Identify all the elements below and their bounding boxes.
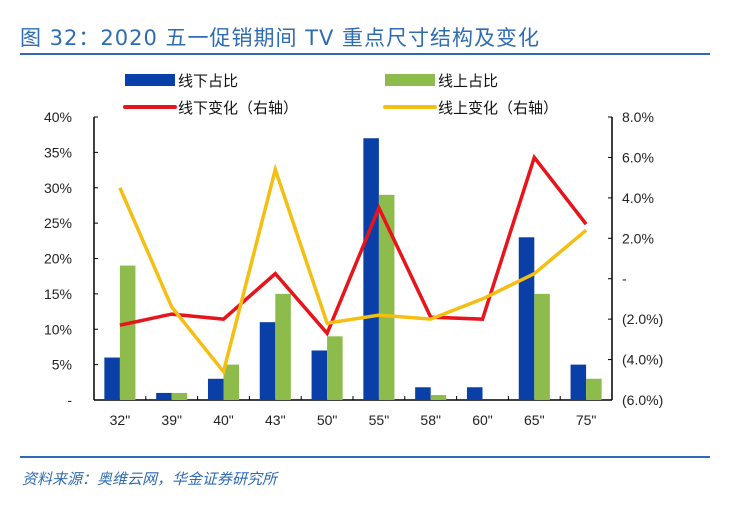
left-tick-label: - (67, 392, 72, 408)
left-tick-label: 35% (44, 144, 72, 160)
bar-online-share (534, 293, 550, 400)
right-tick-label: (6.0%) (622, 392, 663, 408)
bar-offline-share (311, 350, 328, 400)
line-online-change (118, 163, 588, 376)
left-tick-label: 40% (44, 109, 72, 125)
title-divider (20, 53, 710, 55)
x-tick-label: 58" (420, 412, 441, 428)
bar-online-share (378, 194, 395, 400)
left-tick-label: 20% (44, 251, 72, 267)
bar-offline-share (156, 392, 172, 400)
bar-online-share (119, 265, 136, 400)
right-tick-label: - (622, 271, 627, 287)
right-tick-label: (2.0%) (622, 311, 663, 327)
bar-offline-share (104, 357, 120, 400)
x-tick-label: 39" (161, 412, 182, 428)
bar-offline-share (259, 322, 276, 400)
bar-online-share (586, 378, 602, 400)
line-offline-change (119, 153, 588, 337)
bar-offline-share (570, 364, 587, 400)
right-tick-label: 8.0% (622, 109, 654, 125)
right-tick-label: (4.0%) (622, 352, 663, 368)
source-note: 资料来源：奥维云网，华金证券研究所 (22, 470, 278, 488)
left-tick-label: 30% (44, 180, 72, 196)
legend-swatch (125, 74, 175, 86)
bar-online-share (275, 293, 291, 400)
x-tick-label: 55" (369, 412, 390, 428)
legend-label: 线下占比 (178, 72, 238, 90)
bar-online-share (327, 336, 343, 400)
bar-offline-share (415, 387, 431, 400)
bar-online-share (223, 364, 240, 400)
bar-offline-share (363, 138, 379, 400)
bar-offline-share (466, 387, 483, 400)
bar-online-share (430, 395, 447, 400)
left-tick-label: 5% (52, 357, 72, 373)
x-tick-label: 43" (265, 412, 286, 428)
bar-online-share (171, 392, 188, 400)
right-tick-label: 2.0% (622, 230, 654, 246)
right-tick-label: 4.0% (622, 190, 654, 206)
bar-offline-share (518, 237, 535, 400)
legend-label: 线上变化（右轴） (438, 99, 558, 117)
left-tick-label: 10% (44, 321, 72, 337)
figure-title: 图 32：2020 五一促销期间 TV 重点尺寸结构及变化 (20, 26, 541, 50)
footer-divider (20, 456, 710, 458)
x-tick-label: 40" (213, 412, 234, 428)
x-tick-label: 32" (110, 412, 131, 428)
legend-swatch (385, 74, 435, 86)
x-tick-label: 65" (524, 412, 545, 428)
legend-label: 线下变化（右轴） (178, 99, 298, 117)
legend-label: 线上占比 (438, 72, 498, 90)
right-tick-label: 6.0% (622, 149, 654, 165)
left-tick-label: 25% (44, 215, 72, 231)
x-tick-label: 50" (317, 412, 338, 428)
x-tick-label: 75" (576, 412, 597, 428)
left-tick-label: 15% (44, 286, 72, 302)
x-tick-label: 60" (472, 412, 493, 428)
bar-offline-share (207, 378, 224, 400)
